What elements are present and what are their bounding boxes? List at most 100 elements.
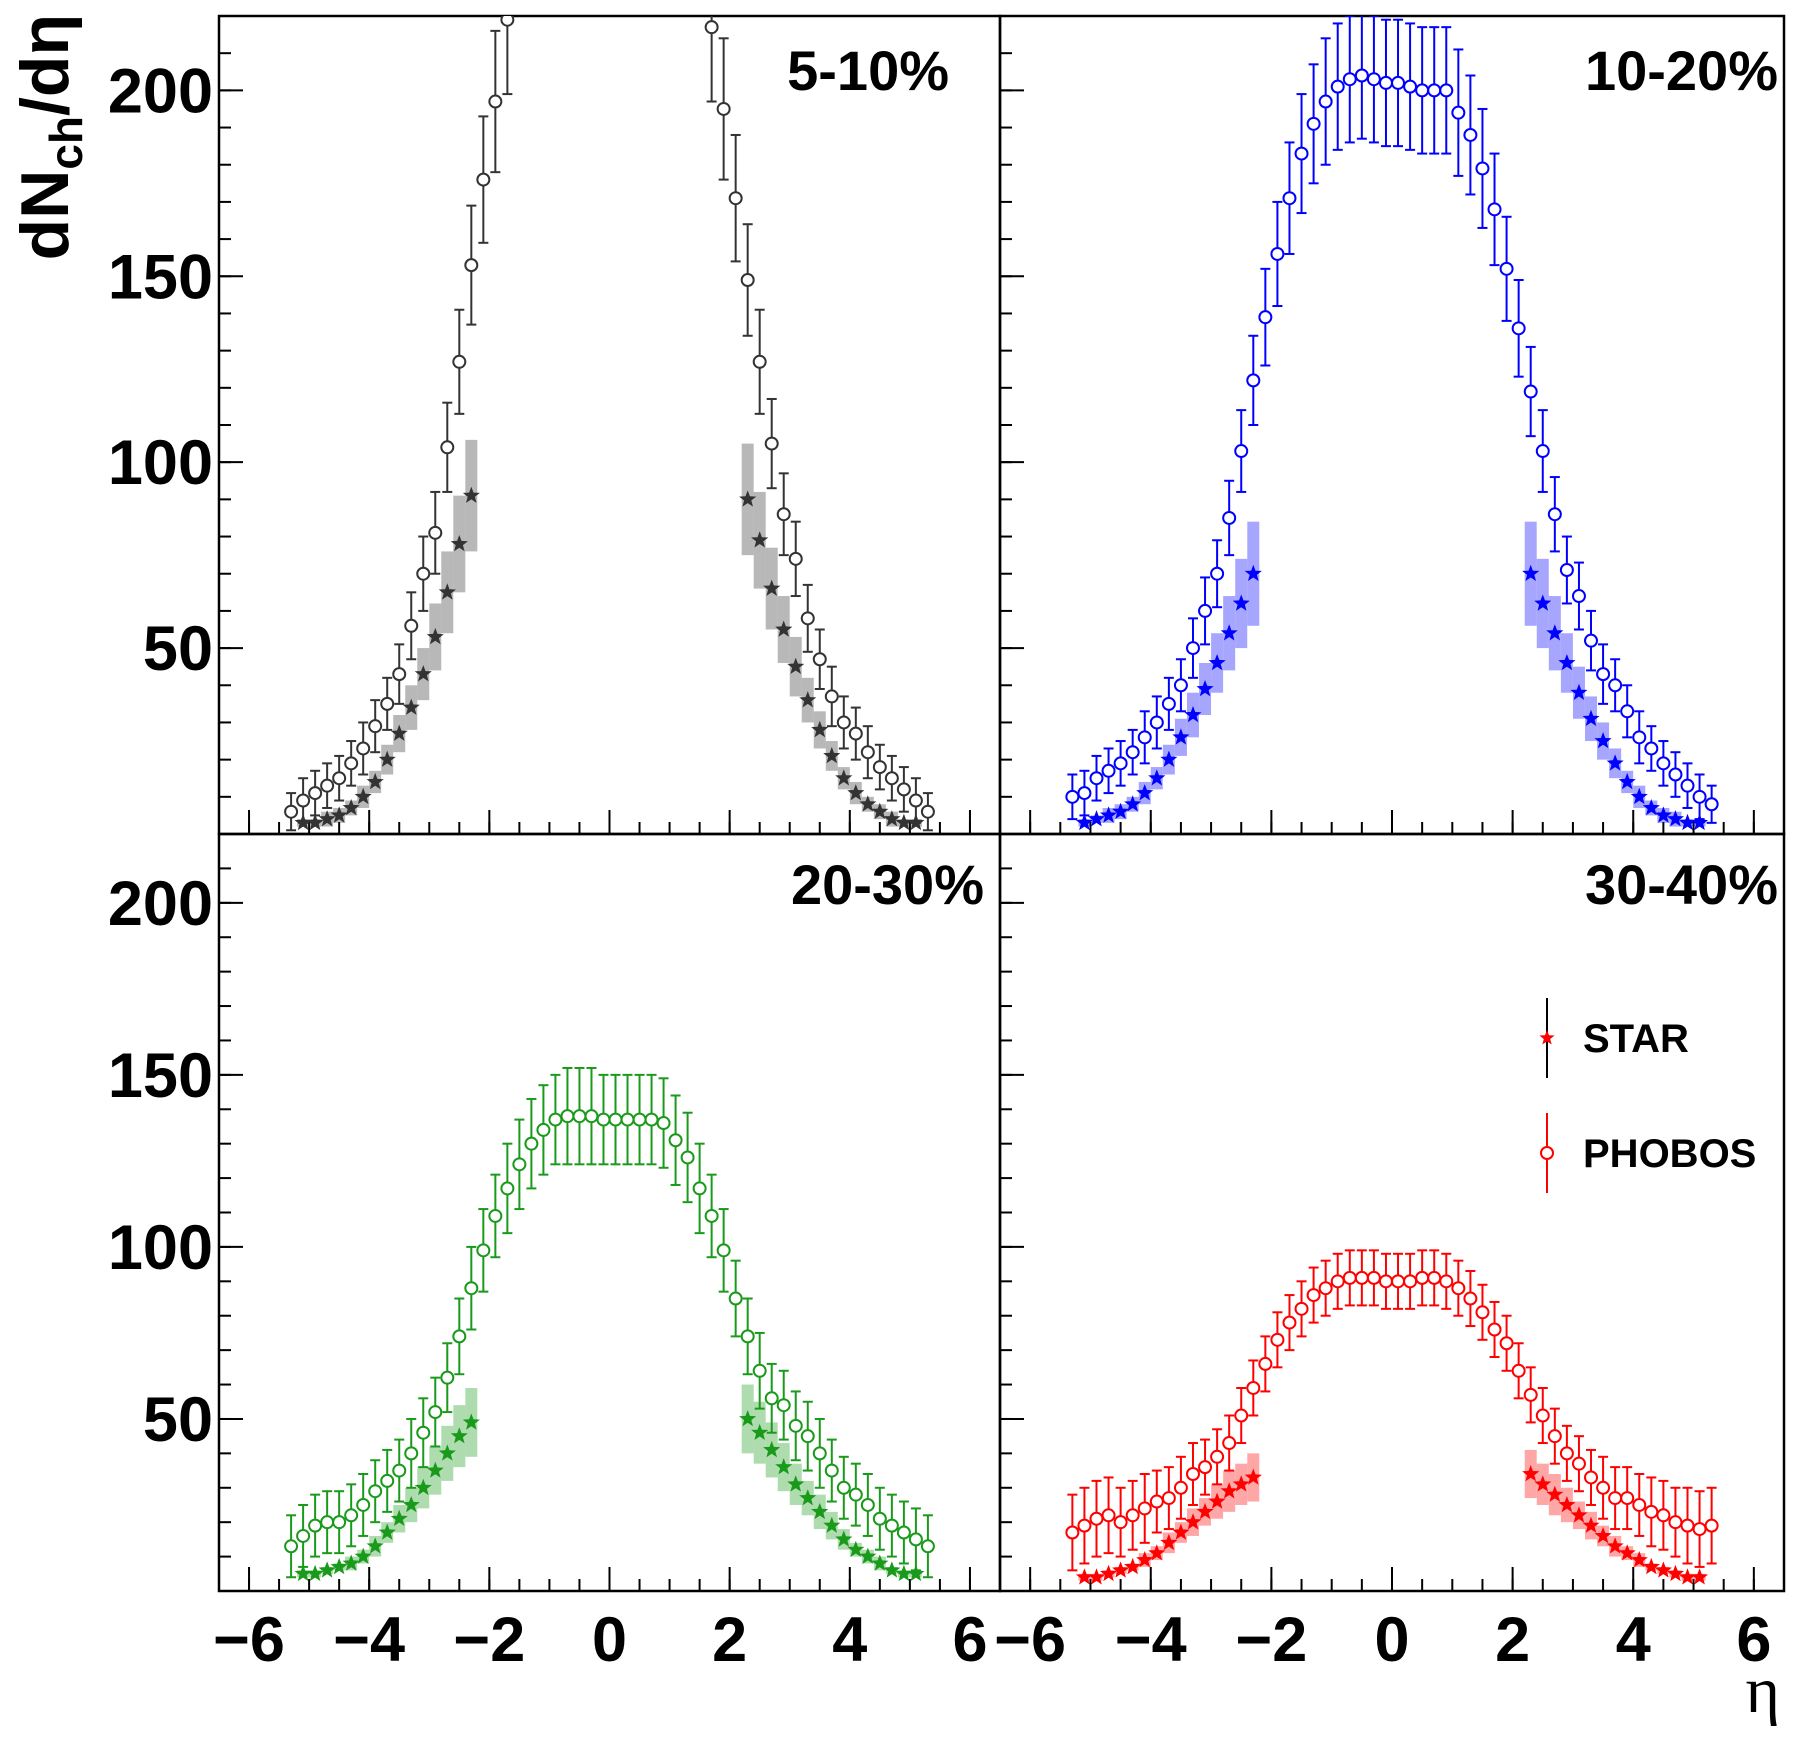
- frame: [217, 14, 1002, 836]
- x-tick-label: −4: [1115, 1605, 1187, 1675]
- circle-marker: [1234, 444, 1249, 459]
- circle-marker: [1185, 1467, 1200, 1482]
- circle-marker: [1692, 1522, 1707, 1537]
- star-marker: [763, 579, 781, 596]
- y-axis-title: dNch/dη: [7, 14, 92, 260]
- star-marker: [1112, 802, 1130, 819]
- circle-marker: [1294, 146, 1309, 161]
- circle-marker: [884, 771, 899, 786]
- star-marker: [859, 795, 877, 812]
- circle-marker: [764, 1391, 779, 1406]
- circle-marker: [1463, 1291, 1478, 1306]
- circle-marker: [1222, 510, 1237, 525]
- circle-marker: [1451, 105, 1466, 120]
- circle-marker: [1596, 667, 1611, 682]
- circle-marker: [800, 611, 815, 626]
- circle-marker: [1378, 1274, 1393, 1289]
- star-marker: [330, 806, 348, 823]
- circle-marker: [656, 1116, 671, 1131]
- circle-marker: [1065, 789, 1080, 804]
- panel-label: 30-40%: [1585, 853, 1778, 916]
- circle-marker: [1535, 1408, 1550, 1423]
- y-title-part: /dη: [7, 14, 83, 116]
- circle-marker: [848, 726, 863, 741]
- star-marker: [859, 1547, 877, 1564]
- panel: 50 100 150 200 −6 −4 −2 0 2 4 6 20-30%: [108, 832, 1002, 1675]
- star-marker: [1148, 1544, 1166, 1561]
- circle-marker: [776, 507, 791, 522]
- circle-marker: [1559, 1446, 1574, 1461]
- star-marker: [1244, 1468, 1262, 1485]
- star-marker: [1184, 706, 1202, 723]
- star-marker: [1220, 1482, 1238, 1499]
- circle-marker: [1584, 1470, 1599, 1485]
- circle-marker: [296, 1528, 311, 1543]
- circle-marker: [1632, 730, 1647, 745]
- star-marker: [787, 657, 805, 674]
- star-marker: [871, 1554, 889, 1571]
- circle-marker: [1487, 1322, 1502, 1337]
- star-marker: [751, 1423, 769, 1440]
- circle-marker: [416, 566, 431, 581]
- plot-area: [284, 16, 935, 832]
- circle-marker: [1113, 756, 1128, 771]
- circle-marker: [1559, 563, 1574, 578]
- star-marker: [1558, 654, 1576, 671]
- star-marker: [1691, 813, 1709, 831]
- circle-marker: [1632, 1497, 1647, 1512]
- frame: [998, 14, 1786, 836]
- star-marker: [450, 535, 468, 552]
- circle-marker: [344, 1508, 359, 1523]
- circle-marker: [728, 191, 743, 206]
- star-marker: [1606, 1537, 1624, 1554]
- circle-marker: [356, 1497, 371, 1512]
- circle-marker: [1342, 1270, 1357, 1285]
- circle-marker: [500, 1181, 515, 1196]
- circle-marker: [1210, 1449, 1225, 1464]
- circle-marker: [344, 756, 359, 771]
- circle-marker: [824, 689, 839, 704]
- x-tick-label: 4: [832, 1605, 867, 1675]
- circle-marker: [1125, 745, 1140, 760]
- circle-marker: [380, 1473, 395, 1488]
- circle-marker: [1523, 384, 1538, 399]
- circle-marker: [476, 172, 491, 187]
- circle-marker: [380, 696, 395, 711]
- circle-marker: [824, 1463, 839, 1478]
- circle-marker: [848, 1487, 863, 1502]
- circle-marker: [764, 436, 779, 451]
- star-marker: [318, 810, 336, 827]
- star-marker: [1570, 683, 1588, 700]
- circle-marker: [1270, 1332, 1285, 1347]
- circle-marker: [1487, 202, 1502, 217]
- star-marker: [751, 531, 769, 548]
- star-marker: [1654, 1561, 1672, 1578]
- star-marker: [306, 813, 324, 831]
- circle-marker: [1342, 72, 1357, 87]
- circle-marker: [1451, 1281, 1466, 1296]
- x-axis-title: η: [1745, 1654, 1780, 1727]
- star-marker: [763, 1440, 781, 1458]
- star-marker: [1208, 1492, 1226, 1509]
- circle-marker: [1704, 1518, 1719, 1533]
- circle-marker: [716, 1243, 731, 1258]
- star-marker: [426, 1461, 444, 1478]
- circle-marker: [1089, 771, 1104, 786]
- circle-marker: [1680, 1518, 1695, 1533]
- star-marker: [450, 1427, 468, 1444]
- star-marker: [1160, 1533, 1178, 1551]
- legend-circle: [1540, 1146, 1554, 1160]
- star-marker: [1678, 813, 1697, 831]
- star-marker: [1075, 813, 1093, 831]
- star-marker: [1184, 1513, 1202, 1530]
- circle-marker: [1234, 1408, 1249, 1423]
- panel-label: 10-20%: [1585, 39, 1778, 102]
- star-marker: [390, 1509, 408, 1526]
- star-marker: [799, 1489, 817, 1506]
- circle-marker: [1366, 1270, 1381, 1285]
- star-marker: [1124, 795, 1142, 812]
- star-marker: [1582, 709, 1600, 726]
- circle-marker: [788, 1418, 803, 1433]
- circle-marker: [872, 760, 887, 775]
- star-marker: [1691, 1568, 1709, 1585]
